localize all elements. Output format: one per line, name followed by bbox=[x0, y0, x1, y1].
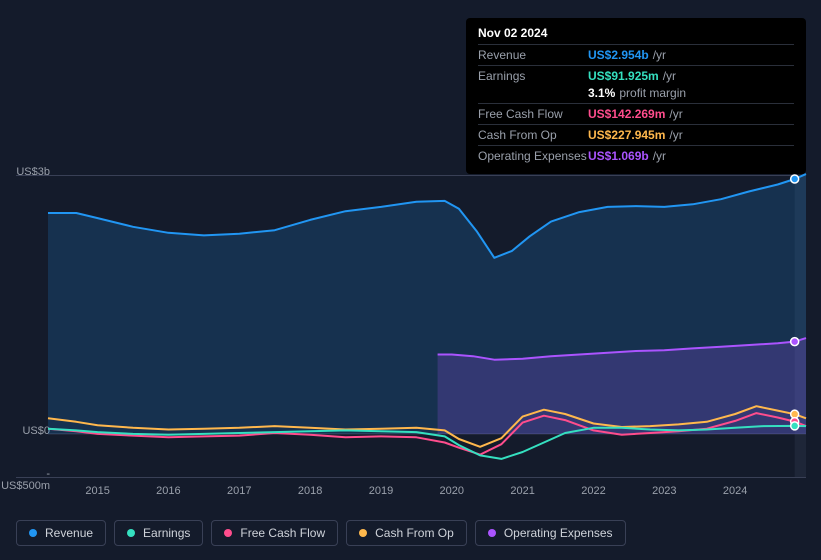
legend-label: Operating Expenses bbox=[504, 526, 613, 540]
x-axis-label: 2022 bbox=[581, 485, 605, 497]
plot-svg bbox=[48, 175, 806, 477]
tooltip-row-label: Earnings bbox=[478, 69, 588, 83]
tooltip-row-unit: /yr bbox=[669, 128, 682, 142]
highlight-dot-opex bbox=[791, 338, 799, 346]
tooltip-row-unit: /yr bbox=[653, 149, 666, 163]
tooltip-row-label: Revenue bbox=[478, 48, 588, 62]
plot-area[interactable] bbox=[48, 175, 806, 477]
x-axis-label: 2016 bbox=[156, 485, 180, 497]
tooltip-row-unit: /yr bbox=[669, 107, 682, 121]
tooltip-row: 3.1% profit margin bbox=[478, 86, 794, 103]
tooltip-row-value: US$91.925m bbox=[588, 69, 659, 83]
highlight-dot-revenue bbox=[791, 175, 799, 183]
x-axis-label: 2017 bbox=[227, 485, 251, 497]
legend: Revenue Earnings Free Cash Flow Cash From O… bbox=[16, 520, 626, 546]
tooltip-row-value: US$2.954b bbox=[588, 48, 649, 62]
tooltip-row: RevenueUS$2.954b/yr bbox=[478, 44, 794, 65]
tooltip-row-unit: /yr bbox=[663, 69, 676, 83]
x-axis-label: 2015 bbox=[85, 485, 109, 497]
tooltip: Nov 02 2024 RevenueUS$2.954b/yrEarningsU… bbox=[466, 18, 806, 174]
tooltip-row-value: 3.1% bbox=[588, 86, 615, 100]
x-axis-label: 2018 bbox=[298, 485, 322, 497]
y-axis-label: US$3b bbox=[0, 166, 50, 178]
legend-dot bbox=[127, 529, 135, 537]
tooltip-row: Free Cash FlowUS$142.269m/yr bbox=[478, 103, 794, 124]
legend-label: Free Cash Flow bbox=[240, 526, 325, 540]
legend-item-earnings[interactable]: Earnings bbox=[114, 520, 203, 546]
legend-dot bbox=[224, 529, 232, 537]
x-axis-label: 2020 bbox=[440, 485, 464, 497]
legend-dot bbox=[488, 529, 496, 537]
x-axis-label: 2021 bbox=[510, 485, 534, 497]
tooltip-row: Cash From OpUS$227.945m/yr bbox=[478, 124, 794, 145]
legend-label: Cash From Op bbox=[375, 526, 454, 540]
legend-item-revenue[interactable]: Revenue bbox=[16, 520, 106, 546]
tooltip-date: Nov 02 2024 bbox=[478, 26, 794, 44]
tooltip-row-value: US$142.269m bbox=[588, 107, 665, 121]
tooltip-row-label: Operating Expenses bbox=[478, 149, 588, 163]
legend-label: Earnings bbox=[143, 526, 190, 540]
x-axis-label: 2019 bbox=[369, 485, 393, 497]
y-axis-label: US$0 bbox=[0, 425, 50, 437]
legend-item-opex[interactable]: Operating Expenses bbox=[475, 520, 626, 546]
financials-chart: US$3b US$0 -US$500m 2015 2016 2017 2018 2019 20… bbox=[0, 0, 821, 560]
legend-item-fcf[interactable]: Free Cash Flow bbox=[211, 520, 338, 546]
legend-item-cashop[interactable]: Cash From Op bbox=[346, 520, 467, 546]
tooltip-row-unit: /yr bbox=[653, 48, 666, 62]
axis-line-bottom bbox=[16, 477, 806, 478]
highlight-dot-earnings bbox=[791, 422, 799, 430]
legend-dot bbox=[29, 529, 37, 537]
tooltip-row-value: US$1.069b bbox=[588, 149, 649, 163]
tooltip-row-label bbox=[478, 86, 588, 100]
x-axis-label: 2023 bbox=[652, 485, 676, 497]
legend-dot bbox=[359, 529, 367, 537]
y-axis-label: -US$500m bbox=[0, 468, 50, 492]
x-axis-label: 2024 bbox=[723, 485, 747, 497]
tooltip-row-value: US$227.945m bbox=[588, 128, 665, 142]
tooltip-row-label: Cash From Op bbox=[478, 128, 588, 142]
tooltip-row-unit: profit margin bbox=[619, 86, 686, 100]
legend-label: Revenue bbox=[45, 526, 93, 540]
tooltip-row-label: Free Cash Flow bbox=[478, 107, 588, 121]
tooltip-row: EarningsUS$91.925m/yr bbox=[478, 65, 794, 86]
tooltip-row: Operating ExpensesUS$1.069b/yr bbox=[478, 145, 794, 166]
